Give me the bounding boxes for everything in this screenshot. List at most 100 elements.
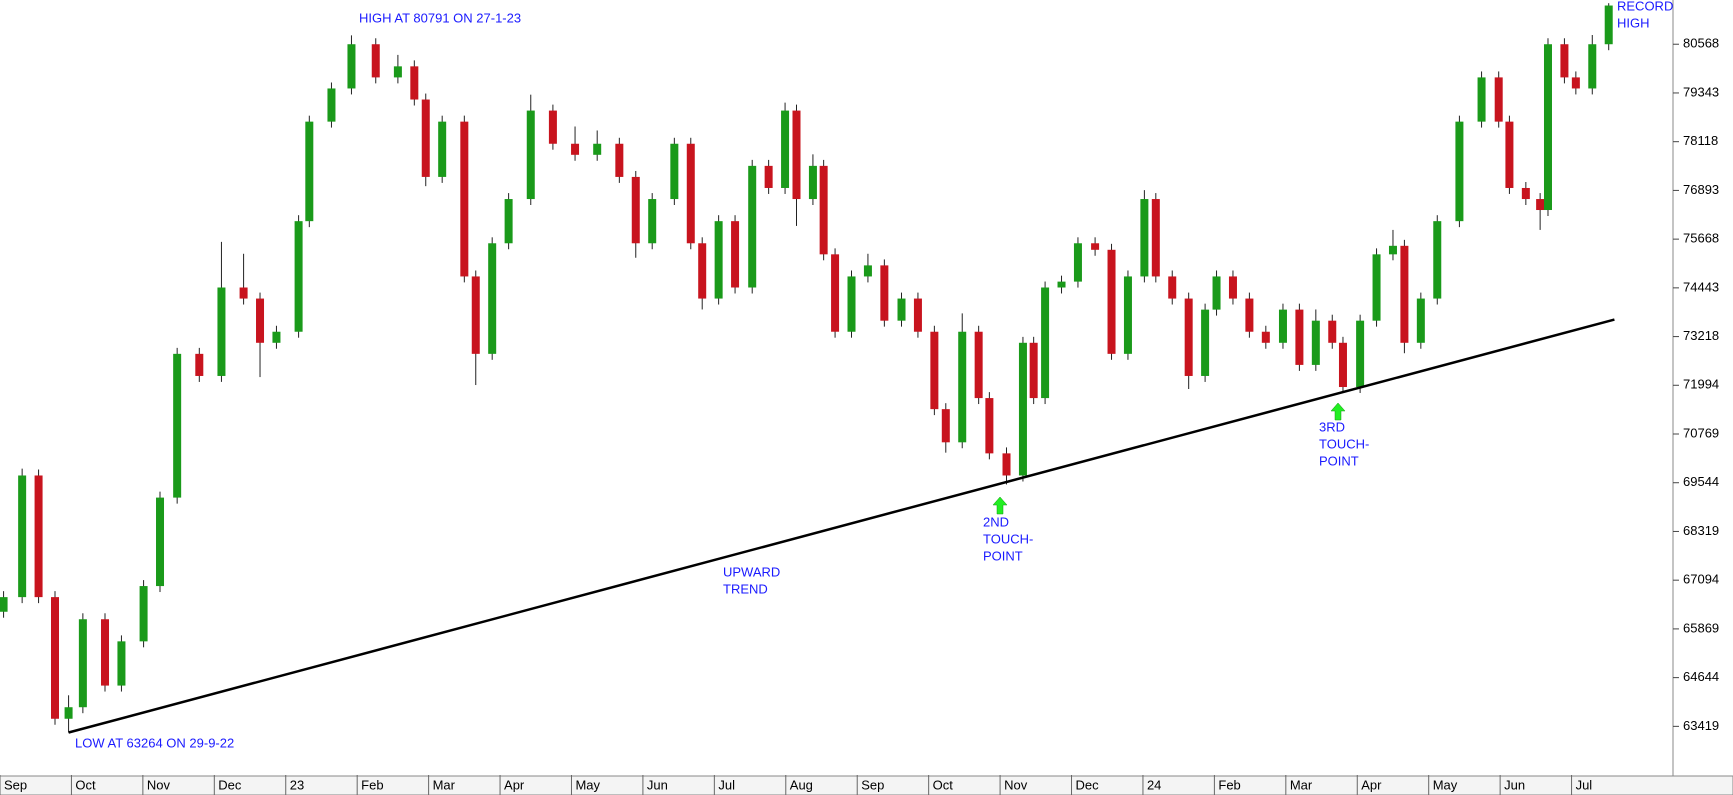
trend-line [68,318,1615,734]
candle-body [139,586,148,642]
candle-body [571,143,580,155]
y-tick-label: 76893 [1683,182,1719,197]
candle-body [1201,309,1210,376]
annotation: POINT [1319,453,1359,468]
x-tick-label: Oct [75,777,96,792]
candle-body [371,44,380,78]
annotation: POINT [983,548,1023,563]
candle-body [714,221,723,299]
y-tick-label: 74443 [1683,279,1719,294]
candle-body [421,99,430,177]
annotation: TOUCH- [1319,436,1369,451]
candle-body [294,221,303,332]
candle-body [239,287,248,299]
candle-body [1168,276,1177,299]
candle-body [1261,331,1270,343]
x-tick-label: Aug [790,777,813,792]
candle-body [438,121,447,177]
x-tick-label: Sep [861,777,884,792]
annotation: HIGH AT 80791 ON 27-1-23 [359,10,521,25]
candle-body [974,331,983,399]
x-tick-label: 24 [1147,777,1161,792]
y-tick-label: 80568 [1683,36,1719,51]
candle-body [1328,320,1337,343]
y-tick-label: 68319 [1683,523,1719,538]
candle-body [1505,121,1514,188]
x-tick-label: 23 [290,777,304,792]
candle-body [51,597,60,719]
candle-body [1521,187,1530,200]
candle-body [460,121,469,277]
candle-body [1228,276,1237,299]
candle-body [1184,298,1193,376]
touch-arrow [992,496,1008,515]
annotation: 2ND [983,514,1009,529]
annotation: UPWARD [723,564,780,579]
candle-body [1018,342,1027,476]
candle-body [615,143,624,177]
candle-body [1041,287,1050,399]
candle-body [526,110,535,200]
candle-body [1588,44,1597,89]
candle-body [471,276,480,354]
candle-body [217,287,226,376]
candle-body [1356,320,1365,388]
candle-body [504,199,513,244]
x-tick-label: Sep [4,777,27,792]
candle-body [1433,221,1442,299]
annotation: LOW AT 63264 ON 29-9-22 [75,735,234,750]
annotation: TREND [723,581,768,596]
candle-body [272,331,281,343]
candle-body [1245,298,1254,332]
candle-body [1151,199,1160,277]
candle-body [1212,276,1221,310]
candle-body [1311,320,1320,365]
candle-body [648,199,657,244]
candle-body [808,165,817,200]
annotation: RECORD [1617,0,1673,13]
candle-body [1140,199,1149,277]
candle-body [1571,77,1580,89]
candle-body [327,88,336,122]
touch-arrow [1330,402,1346,421]
x-tick-label: Nov [147,777,171,792]
candle-body [670,143,679,200]
y-tick-label: 71994 [1683,377,1719,392]
candle-body [0,597,8,612]
candle-body [1560,44,1569,78]
candle-body [156,497,165,587]
candle-body [1372,254,1381,321]
candle-body [1543,44,1552,211]
y-tick-label: 69544 [1683,474,1719,489]
candle-body [847,276,856,332]
y-tick-label: 78118 [1683,133,1718,148]
x-tick-label: Apr [1361,777,1382,792]
candle-body [781,110,790,188]
x-tick-label: Jul [1576,777,1593,792]
candle-body [1477,77,1486,122]
x-tick-label: Apr [504,777,525,792]
x-tick-label: Oct [933,777,954,792]
candle-body [985,398,994,454]
y-tick-label: 65869 [1683,620,1719,635]
candle-body [913,298,922,332]
x-tick-label: Jun [647,777,668,792]
candle-body [1416,298,1425,343]
candle-body [1002,453,1011,476]
candle-body [1400,245,1409,343]
y-tick-label: 64644 [1683,669,1719,684]
candle-body [548,110,557,144]
candle-body [305,121,314,222]
x-tick-label: May [1433,777,1458,792]
y-tick-label: 75668 [1683,231,1719,246]
y-tick-label: 73218 [1683,328,1719,343]
candle-body [173,353,182,498]
candle-body [1455,121,1464,222]
candle-body [347,44,356,89]
candle-body [686,143,695,244]
candle-body [488,243,497,354]
candle-body [1295,309,1304,365]
candle-body [930,331,939,410]
